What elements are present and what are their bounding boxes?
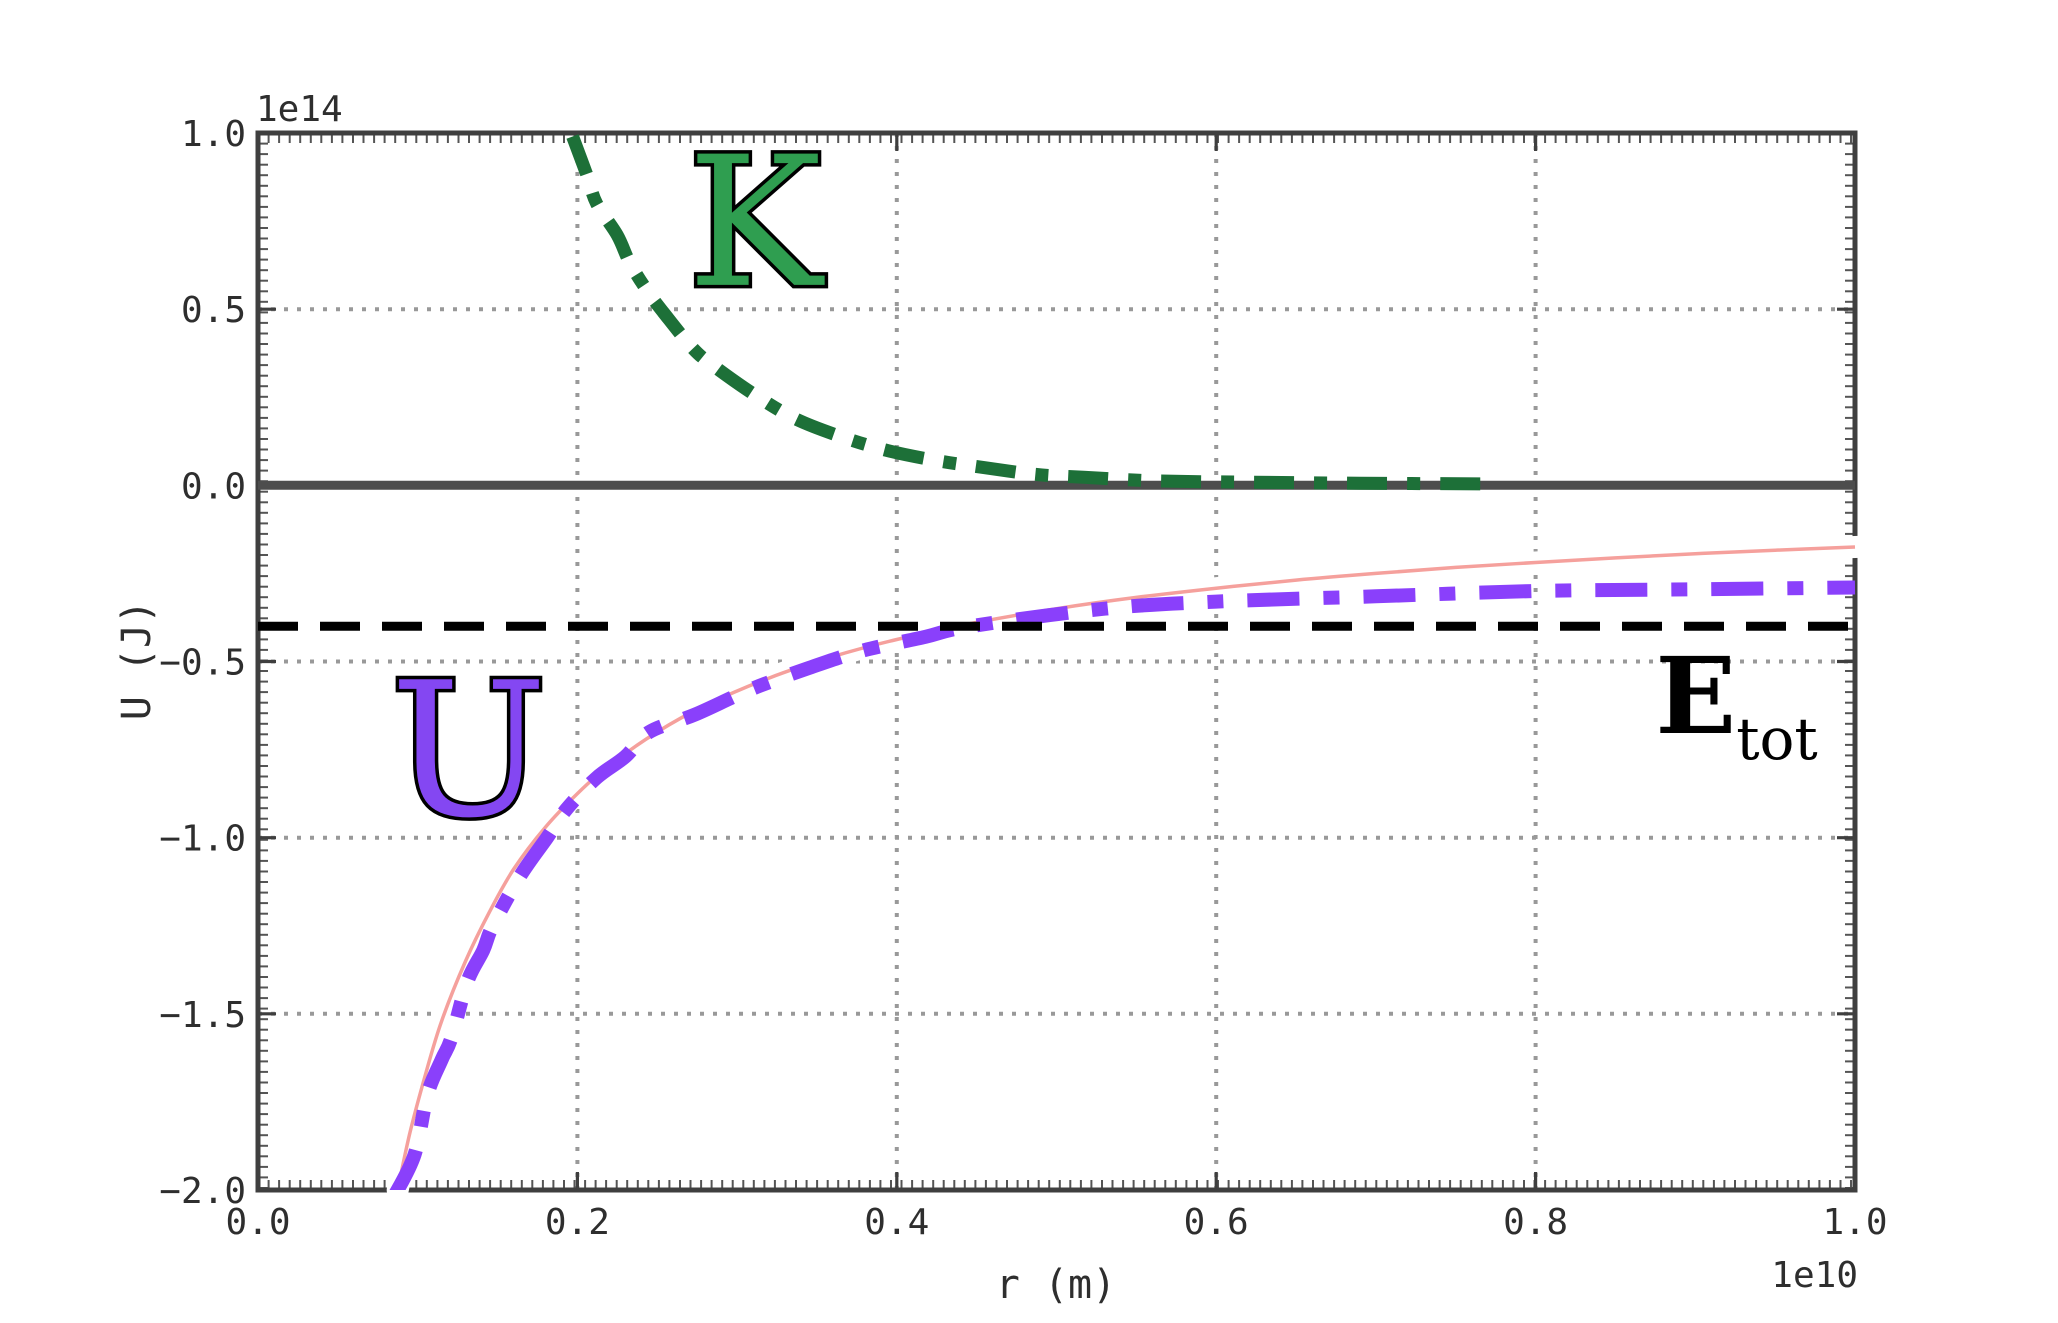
- x-tick-label: 1.0: [1822, 1202, 1887, 1243]
- data-series: [258, 134, 1877, 1201]
- x-tick-label: 0.8: [1503, 1202, 1568, 1243]
- y-tick-label: −1.5: [159, 995, 246, 1036]
- series-U: [389, 580, 1856, 1190]
- x-tick-label: 0.2: [545, 1202, 610, 1243]
- x-tick-label: 0.4: [864, 1202, 929, 1243]
- y-tick-label: −1.0: [159, 819, 246, 860]
- series-U-analytic: [395, 545, 1856, 1190]
- y-tick-label: 1.0: [181, 114, 246, 155]
- x-tick-label: 0.0: [225, 1202, 290, 1243]
- annotation-K: K: [687, 119, 825, 328]
- y-axis-label: U (J): [114, 600, 160, 720]
- x-axis-offset-label: 1e10: [1771, 1255, 1858, 1296]
- y-tick-label: 0.5: [181, 290, 246, 331]
- series-U-analytic-halo: [386, 535, 1877, 1201]
- axes: [255, 130, 1858, 1193]
- tick-labels: 0.0 0.2 0.4 0.6 0.8 1.0 1.0 0.5 0.0 −0.5 −1.0 −1.5 −…: [159, 114, 1887, 1243]
- y-tick-label: 0.0: [181, 466, 246, 507]
- plot-border: [255, 130, 1858, 1193]
- x-tick-label: 0.6: [1184, 1202, 1249, 1243]
- series-K: [566, 134, 1488, 491]
- y-tick-label: −0.5: [159, 643, 246, 684]
- curve-labels: K U Etot: [387, 115, 1818, 862]
- y-axis-offset-label: 1e14: [256, 89, 343, 130]
- x-axis-label: r (m): [996, 1262, 1116, 1308]
- y-tick-label: −2.0: [159, 1171, 246, 1212]
- annotation-subscript: tot: [1736, 705, 1818, 773]
- annotation-E: Etot: [1655, 633, 1817, 773]
- annotation-U: U: [390, 642, 547, 859]
